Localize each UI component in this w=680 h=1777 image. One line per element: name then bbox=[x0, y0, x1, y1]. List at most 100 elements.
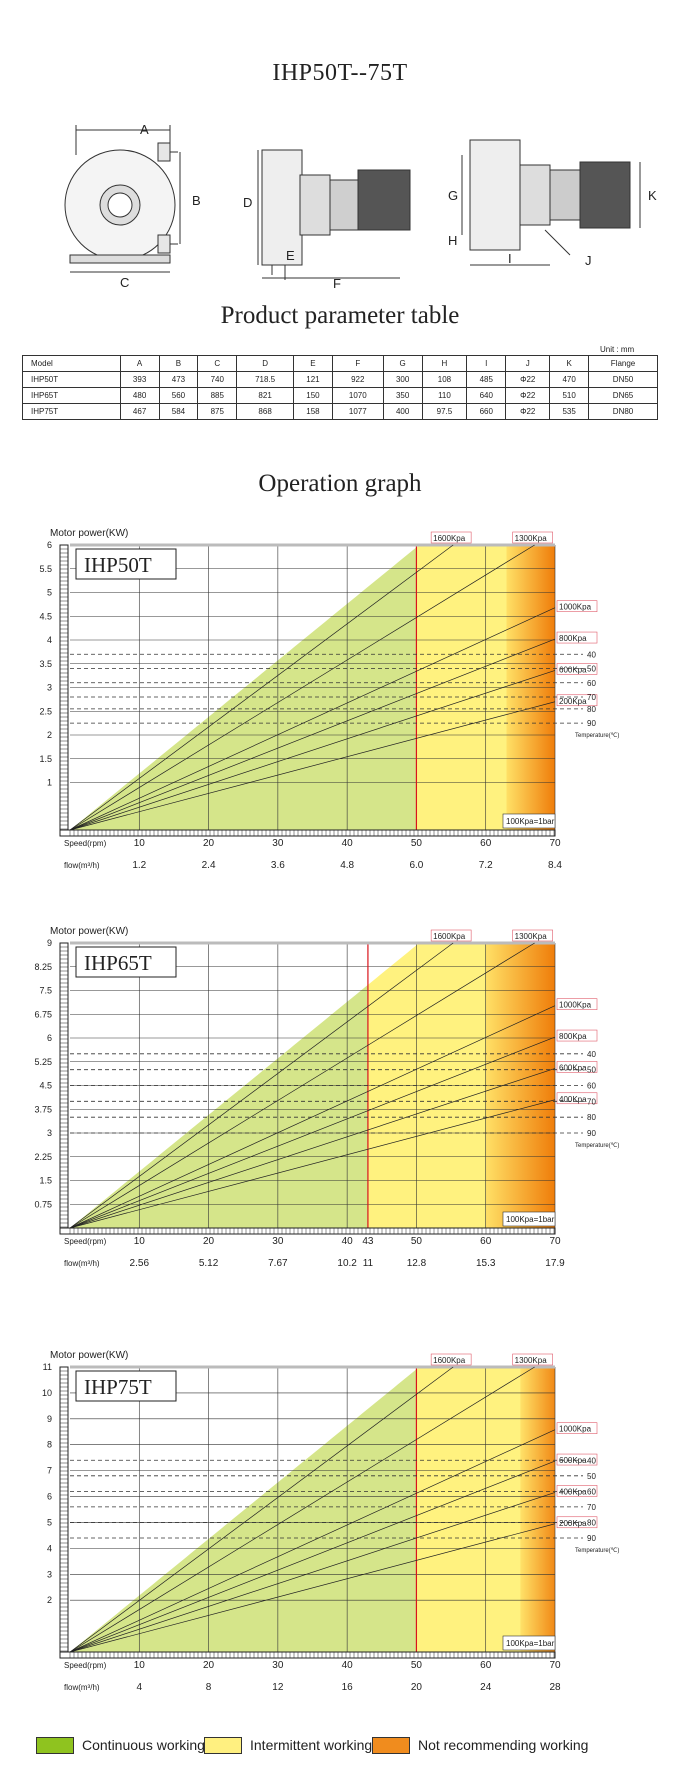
speed-tick-label: 43 bbox=[362, 1236, 374, 1247]
table-cell: 97.5 bbox=[421, 403, 468, 420]
speed-tick-label: 30 bbox=[272, 1660, 284, 1671]
pressure-line bbox=[69, 544, 454, 831]
speed-tick-label: 40 bbox=[342, 838, 354, 849]
pressure-line bbox=[69, 1523, 556, 1653]
legend-swatch bbox=[36, 1736, 74, 1754]
temperature-label: 80 bbox=[587, 705, 596, 714]
table-cell: 868 bbox=[236, 403, 295, 420]
temperature-label: 80 bbox=[587, 1113, 596, 1122]
pressure-label: 800Kpa bbox=[559, 1032, 587, 1041]
table-cell: Φ22 bbox=[505, 387, 551, 404]
column-header: Model bbox=[22, 355, 121, 372]
pressure-label-box bbox=[512, 531, 553, 544]
table-cell: 1070 bbox=[331, 387, 384, 404]
y-axis-label: Motor power(KW) bbox=[50, 926, 128, 937]
speed-tick-label: 10 bbox=[134, 1660, 146, 1671]
y-tick-label: 3.75 bbox=[34, 1104, 52, 1114]
y-axis-ruler bbox=[59, 1366, 69, 1653]
pressure-line bbox=[69, 701, 556, 831]
side-view-drawing bbox=[257, 149, 411, 280]
chart-title-box bbox=[75, 1370, 177, 1402]
table-cell: Φ22 bbox=[505, 403, 551, 420]
speed-tick-label: 70 bbox=[549, 1660, 561, 1671]
speed-tick-label: 20 bbox=[203, 1236, 215, 1247]
y-tick-label: 2.25 bbox=[34, 1152, 52, 1162]
table-cell: 470 bbox=[549, 371, 590, 388]
pressure-label: 1300Kpa bbox=[515, 534, 548, 543]
flow-axis-label: flow(m³/h) bbox=[64, 1259, 100, 1268]
legend-swatch bbox=[204, 1736, 242, 1754]
y-tick-label: 3.5 bbox=[39, 659, 52, 669]
table-cell: 584 bbox=[158, 403, 199, 420]
column-header: G bbox=[382, 355, 423, 372]
temperature-label: 40 bbox=[587, 1456, 596, 1465]
table-cell: 110 bbox=[421, 387, 468, 404]
pressure-label: 600Kpa bbox=[559, 1063, 587, 1072]
pressure-label-box bbox=[556, 998, 598, 1010]
table-cell: 718.5 bbox=[236, 371, 295, 388]
chart-ihp75t: 2 3 4 5 6 7 8 9 10 11 10 4 20 8 30 12 40 16 50 20 60 24 70 28 16… bbox=[42, 1350, 619, 1693]
table-cell: DN65 bbox=[588, 387, 658, 404]
table-cell: Φ22 bbox=[505, 371, 551, 388]
pressure-line bbox=[69, 1429, 556, 1653]
pressure-line bbox=[69, 607, 556, 831]
param-table-title: Product parameter table bbox=[220, 302, 460, 329]
x-axis-ruler bbox=[59, 829, 556, 837]
pressure-line bbox=[69, 1036, 556, 1229]
flow-tick-label: 7.67 bbox=[268, 1258, 288, 1269]
y-tick-label: 4 bbox=[47, 1543, 52, 1553]
y-axis-label: Motor power(KW) bbox=[50, 528, 128, 539]
table-cell: 473 bbox=[158, 371, 199, 388]
pressure-label: 1000Kpa bbox=[559, 1001, 592, 1010]
pump-dimension-drawings: A B C D E F G H I J K bbox=[64, 122, 657, 290]
speed-tick-label: 50 bbox=[411, 838, 423, 849]
speed-tick-label: 10 bbox=[134, 1236, 146, 1247]
y-axis-ruler bbox=[59, 942, 69, 1229]
temperature-label: 90 bbox=[587, 719, 596, 728]
speed-tick-label: 40 bbox=[342, 1236, 354, 1247]
y-tick-label: 7.5 bbox=[39, 986, 52, 996]
pressure-line bbox=[69, 1068, 556, 1229]
column-header: F bbox=[331, 355, 384, 372]
table-cell: 510 bbox=[549, 387, 590, 404]
pressure-label: 1600Kpa bbox=[433, 534, 466, 543]
column-header: H bbox=[421, 355, 468, 372]
note-box bbox=[502, 1211, 556, 1227]
pressure-label-box bbox=[512, 929, 553, 942]
flow-tick-label: 8.4 bbox=[548, 860, 562, 871]
pressure-label-box bbox=[556, 1485, 598, 1497]
speed-tick-label: 60 bbox=[480, 838, 492, 849]
temperature-label: 60 bbox=[587, 1487, 596, 1496]
legend-item: Intermittent working bbox=[204, 1735, 372, 1755]
unit-note: 100Kpa=1bar bbox=[506, 817, 555, 826]
continuous-region bbox=[70, 984, 368, 1228]
table-cell: 480 bbox=[119, 387, 160, 404]
speed-tick-label: 30 bbox=[272, 1236, 284, 1247]
y-tick-label: 5.25 bbox=[34, 1057, 52, 1067]
flow-tick-label: 2.56 bbox=[130, 1258, 150, 1269]
flow-tick-label: 6.0 bbox=[409, 860, 423, 871]
flow-tick-label: 7.2 bbox=[479, 860, 493, 871]
dim-label-e: E bbox=[286, 248, 295, 263]
pressure-line bbox=[69, 670, 556, 831]
pressure-line bbox=[69, 1005, 556, 1229]
y-tick-label: 0.75 bbox=[34, 1199, 52, 1209]
dim-label-b: B bbox=[192, 193, 201, 208]
y-tick-label: 11 bbox=[43, 1362, 52, 1372]
speed-tick-label: 70 bbox=[549, 838, 561, 849]
y-tick-label: 6 bbox=[47, 1033, 52, 1043]
chart-ihp50t: 1 1.5 2 2.5 3 3.5 4 4.5 5 5.5 6 10 1.2 20 2.4 30 3.6 40 4.… bbox=[39, 528, 619, 871]
temperature-label: 40 bbox=[587, 1050, 596, 1059]
y-tick-label: 8.25 bbox=[34, 962, 52, 972]
table-cell: IHP75T bbox=[22, 403, 121, 420]
speed-tick-label: 50 bbox=[411, 1660, 423, 1671]
flow-tick-label: 15.3 bbox=[476, 1258, 496, 1269]
pressure-label-box bbox=[430, 531, 472, 544]
table-cell: 150 bbox=[293, 387, 333, 404]
table-cell: DN50 bbox=[588, 371, 658, 388]
speed-tick-label: 50 bbox=[411, 1236, 423, 1247]
table-header-row: Model A B C D E F G H I J K Flange bbox=[22, 355, 658, 372]
table-cell: DN80 bbox=[588, 403, 658, 420]
pressure-line bbox=[69, 1366, 535, 1653]
y-tick-label: 9 bbox=[47, 1414, 52, 1424]
